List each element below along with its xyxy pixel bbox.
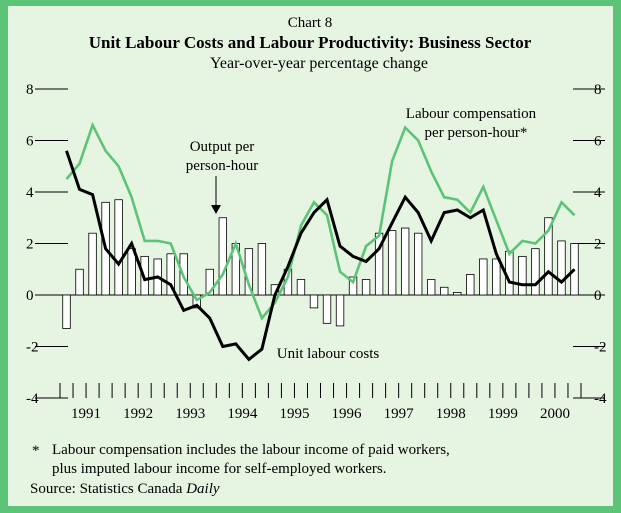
y-tick-label-right: 0 <box>594 288 602 304</box>
y-tick-label-left: 6 <box>26 134 34 150</box>
chart: Chart 8 Unit Labour Costs and Labour Pro… <box>26 15 607 497</box>
line-unit-labour-costs <box>65 150 576 362</box>
x-year-label: 1993 <box>175 406 205 422</box>
plot-area: 8 8 6 6 4 4 2 2 0 0 -2 -2 -4 -4 1991 1992 1993 1994 1995 19… <box>26 82 607 422</box>
x-year-label: 1991 <box>71 406 101 422</box>
bar-output-per-person-hour <box>531 248 540 296</box>
annotation-unit-labour-costs: Unit labour costs <box>277 346 380 362</box>
source-name: Daily <box>185 481 220 497</box>
footnote-line-1: Labour compensation includes the labour … <box>52 442 450 458</box>
bar-output-per-person-hour <box>427 279 436 296</box>
bar-output-per-person-hour <box>296 279 306 296</box>
x-year-label: 1995 <box>279 406 309 422</box>
bar-output-per-person-hour <box>205 268 214 296</box>
bar-output-per-person-hour <box>518 255 527 296</box>
bar-output-per-person-hour <box>88 232 97 296</box>
chart-number: Chart 8 <box>288 15 333 31</box>
bar-output-per-person-hour <box>335 294 345 327</box>
y-tick-label-right: 8 <box>594 82 602 98</box>
bar-output-per-person-hour <box>557 240 566 296</box>
annotation-compensation-line1: Labour compensation <box>406 106 537 122</box>
y-tick-label-right: 6 <box>594 134 602 150</box>
footnote-line-2: plus imputed labour income for self-empl… <box>52 461 387 477</box>
y-tick-label-right: 2 <box>594 237 602 253</box>
x-year-label: 1997 <box>384 406 415 422</box>
chart-panel: Chart 8 Unit Labour Costs and Labour Pro… <box>8 6 613 506</box>
y-tick-label-left: -2 <box>26 340 39 356</box>
bar-output-per-person-hour <box>479 258 488 296</box>
footnote-marker: * <box>32 443 40 459</box>
source-label: Source: Statistics Canada <box>30 481 183 497</box>
bar-output-per-person-hour <box>492 258 501 296</box>
x-year-label: 1996 <box>332 406 363 422</box>
y-tick-label-right: -2 <box>594 340 607 356</box>
bar-output-per-person-hour <box>453 292 462 296</box>
y-tick-label-left: 8 <box>26 82 34 98</box>
x-year-label: 2000 <box>540 406 570 422</box>
bar-output-per-person-hour <box>414 232 423 296</box>
chart-title: Unit Labour Costs and Labour Productivit… <box>89 33 532 52</box>
x-year-label: 1999 <box>488 406 518 422</box>
y-tick-label-left: 4 <box>26 185 34 201</box>
annotation-output-line1: Output per <box>190 139 255 155</box>
bar-output-per-person-hour <box>114 199 123 296</box>
x-year-label: 1994 <box>227 406 258 422</box>
annotation-output-line2: person-hour <box>186 158 258 174</box>
bar-output-per-person-hour <box>570 243 579 296</box>
bar-output-per-person-hour <box>257 243 267 296</box>
bar-output-per-person-hour <box>361 279 371 296</box>
y-tick-label-left: 2 <box>26 237 34 253</box>
chart-subtitle: Year-over-year percentage change <box>210 55 428 72</box>
bar-output-per-person-hour <box>218 217 227 296</box>
bar-output-per-person-hour <box>127 248 136 296</box>
bar-output-per-person-hour <box>440 286 449 296</box>
annotation-output-arrowhead <box>211 205 221 214</box>
source-note: Source: Statistics Canada Daily <box>30 481 220 497</box>
annotation-compensation-line2: per person-hour* <box>425 125 528 141</box>
y-tick-label-left: 0 <box>26 288 34 304</box>
bar-output-per-person-hour <box>166 253 175 296</box>
bar-output-per-person-hour <box>466 273 475 296</box>
bar-output-per-person-hour <box>309 294 319 309</box>
y-tick-label-right: -4 <box>594 391 607 407</box>
x-year-label: 1998 <box>436 406 466 422</box>
y-tick-label-right: 4 <box>594 185 602 201</box>
bar-output-per-person-hour <box>75 268 84 296</box>
bar-output-per-person-hour <box>348 276 358 296</box>
bar-output-per-person-hour <box>387 230 397 296</box>
bar-output-per-person-hour <box>544 217 553 296</box>
line-labour-compensation <box>65 121 576 321</box>
bar-output-per-person-hour <box>400 227 410 296</box>
x-year-label: 1992 <box>123 406 153 422</box>
bar-output-per-person-hour <box>322 294 332 324</box>
bar-output-per-person-hour <box>62 294 71 329</box>
y-tick-label-left: -4 <box>26 391 39 407</box>
